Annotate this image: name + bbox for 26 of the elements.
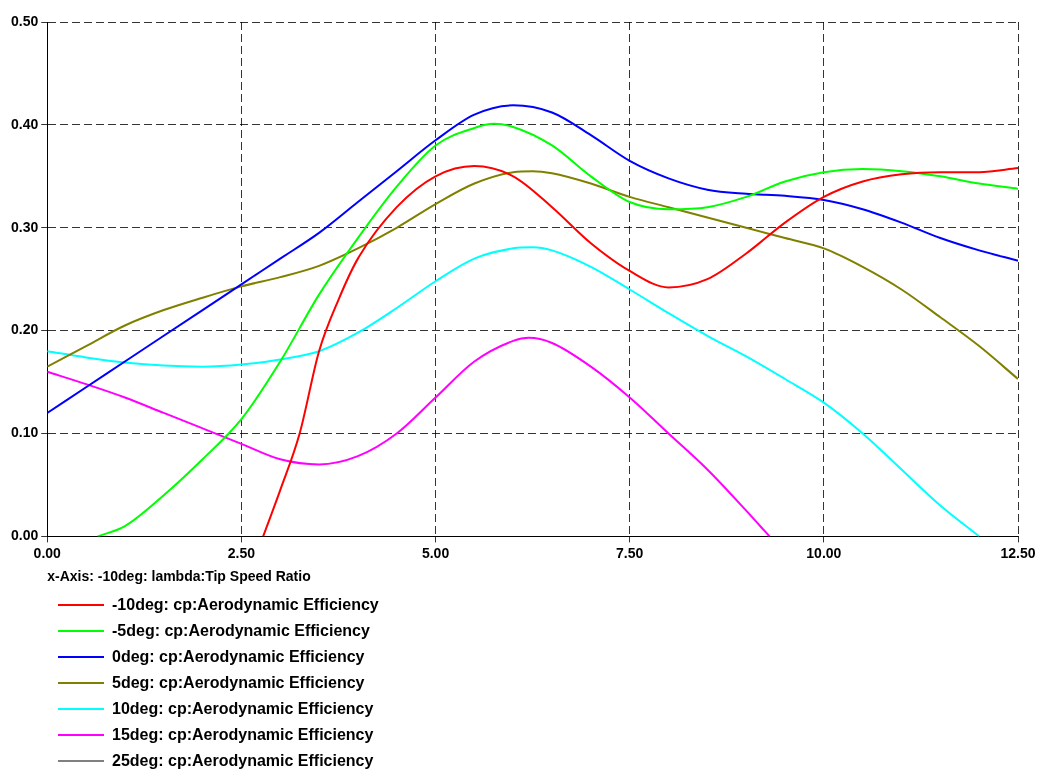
x-tick-label: 0.00 bbox=[33, 544, 62, 561]
legend-label: 25deg: cp:Aerodynamic Efficiency bbox=[112, 752, 374, 770]
line-series bbox=[96, 122, 1018, 537]
y-tick-label: 0.20 bbox=[11, 321, 39, 338]
y-tick-label: 0.30 bbox=[11, 218, 39, 235]
y-tick-label: 0.10 bbox=[11, 424, 39, 441]
x-tick-label: 12.50 bbox=[1000, 544, 1036, 561]
x-tick-label: 2.50 bbox=[227, 544, 256, 561]
y-tick-label: 0.40 bbox=[11, 115, 39, 132]
line-series bbox=[47, 104, 1018, 414]
line-series bbox=[47, 170, 1018, 380]
x-tick-label: 7.50 bbox=[616, 544, 644, 561]
y-tick-label: 0.50 bbox=[11, 12, 39, 29]
legend-label: 0deg: cp:Aerodynamic Efficiency bbox=[112, 648, 365, 666]
line-series bbox=[47, 246, 981, 537]
x-tick-label: 10.00 bbox=[806, 544, 842, 561]
legend-label: -10deg: cp:Aerodynamic Efficiency bbox=[112, 596, 379, 614]
legend-label: 10deg: cp:Aerodynamic Efficiency bbox=[112, 700, 374, 718]
legend-label: 5deg: cp:Aerodynamic Efficiency bbox=[112, 674, 365, 692]
line-series bbox=[262, 165, 1018, 537]
legend-label: -5deg: cp:Aerodynamic Efficiency bbox=[112, 622, 370, 640]
legend-label: 15deg: cp:Aerodynamic Efficiency bbox=[112, 726, 374, 744]
x-tick-label: 5.00 bbox=[421, 544, 450, 561]
x-axis-title: x-Axis: -10deg: lambda:Tip Speed Ratio bbox=[47, 568, 311, 585]
line-series bbox=[47, 336, 771, 537]
y-tick-label: 0.00 bbox=[11, 527, 39, 544]
